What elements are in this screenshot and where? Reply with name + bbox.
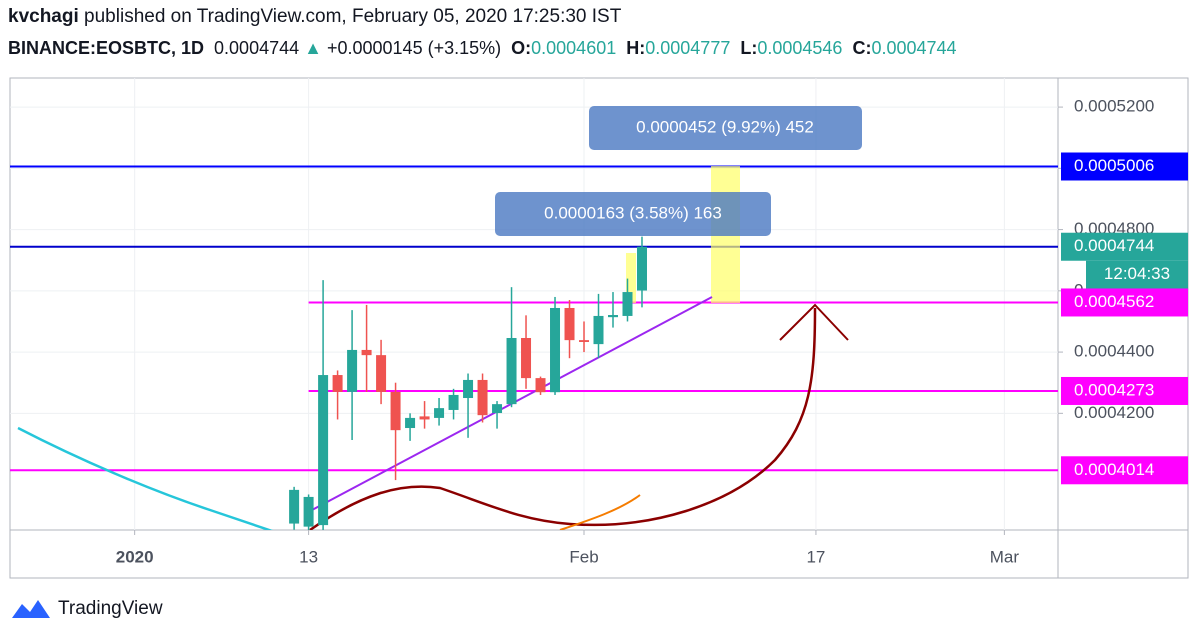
candle-body bbox=[607, 315, 618, 318]
candle-body bbox=[550, 307, 561, 393]
arrow-head bbox=[779, 303, 849, 341]
candle-body bbox=[579, 340, 590, 342]
price-tag bbox=[1061, 288, 1188, 317]
candle-body bbox=[492, 404, 503, 414]
x-tick-label: 17 bbox=[806, 547, 825, 566]
high-label: H: bbox=[626, 38, 646, 58]
candle-body bbox=[303, 496, 314, 527]
publish-line: kvchagi published on TradingView.com, Fe… bbox=[8, 6, 621, 28]
candle-body bbox=[361, 349, 372, 356]
candle-body bbox=[289, 489, 300, 524]
candle-body bbox=[448, 394, 459, 410]
price-tag bbox=[1061, 232, 1188, 261]
candle-body bbox=[332, 375, 343, 392]
close: 0.0004744 bbox=[871, 38, 957, 58]
candle-body bbox=[419, 416, 430, 420]
candle-body bbox=[390, 391, 401, 431]
price-tag-label: 0.0005006 bbox=[1074, 156, 1154, 175]
candle-body bbox=[477, 379, 488, 416]
candle-body bbox=[593, 315, 604, 345]
x-tick-label: 2020 bbox=[116, 547, 154, 566]
measure-label: 0.0000163 (3.58%) 163 bbox=[544, 203, 722, 222]
symbol-line: BINANCE:EOSBTC, 1D 0.0004744 ▲ +0.000014… bbox=[8, 38, 957, 59]
high: 0.0004777 bbox=[645, 38, 731, 58]
candle-body bbox=[521, 337, 532, 379]
price-tag-label: 0.0004562 bbox=[1074, 292, 1154, 311]
y-tick-label: 0.0004200 bbox=[1074, 403, 1154, 422]
x-tick-label: Feb bbox=[569, 547, 598, 566]
y-tick-label: 0.0004400 bbox=[1074, 342, 1154, 361]
published: published on TradingView.com, February 0… bbox=[84, 6, 622, 27]
moving-average-short bbox=[559, 494, 641, 530]
x-tick-label: 13 bbox=[299, 547, 318, 566]
price-tag-label: 0.0004014 bbox=[1074, 460, 1154, 479]
countdown-tag bbox=[1086, 260, 1188, 289]
low-label: L: bbox=[740, 38, 758, 58]
candle-body bbox=[622, 292, 633, 316]
candle-body bbox=[376, 355, 387, 392]
candle-body bbox=[405, 417, 416, 429]
symbol: BINANCE:EOSBTC, 1D bbox=[8, 38, 205, 58]
price-tag bbox=[1061, 456, 1188, 485]
open: 0.0004601 bbox=[531, 38, 617, 58]
curved-arrow bbox=[309, 307, 817, 530]
y-tick-label: 0.0005200 bbox=[1074, 97, 1154, 116]
candle-body bbox=[636, 246, 647, 291]
change: +0.0000145 (+3.15%) bbox=[326, 38, 502, 58]
price-tag bbox=[1061, 152, 1188, 181]
measure-box: 0.0000452 (9.92%) 452 0.0000163 (3.58%) … bbox=[495, 106, 862, 236]
frame bbox=[9, 77, 1189, 579]
brand: TradingView bbox=[58, 598, 163, 619]
moving-average bbox=[17, 426, 273, 530]
candle-body bbox=[318, 375, 329, 526]
candle-body bbox=[434, 408, 445, 418]
price-tag-label: 0.0004273 bbox=[1074, 380, 1154, 399]
measure-label: 0.0000452 (9.92%) 452 bbox=[636, 117, 814, 136]
close-label: C: bbox=[852, 38, 872, 58]
candle-body bbox=[564, 307, 575, 341]
range-highlight bbox=[626, 253, 636, 303]
candle-body bbox=[347, 349, 358, 392]
open-label: O: bbox=[511, 38, 532, 58]
candle-body bbox=[463, 379, 474, 399]
x-tick-label: Mar bbox=[990, 547, 1020, 566]
price-tag-label: 0.0004744 bbox=[1074, 236, 1154, 255]
price-tag bbox=[1061, 376, 1188, 405]
candle-body bbox=[506, 337, 517, 405]
countdown: 12:04:33 bbox=[1104, 264, 1170, 283]
arrow: ▲ bbox=[304, 38, 322, 58]
last: 0.0004744 bbox=[214, 38, 300, 58]
author: kvchagi bbox=[8, 6, 79, 27]
candle-body bbox=[535, 378, 546, 393]
low: 0.0004546 bbox=[757, 38, 843, 58]
logo bbox=[12, 600, 50, 618]
